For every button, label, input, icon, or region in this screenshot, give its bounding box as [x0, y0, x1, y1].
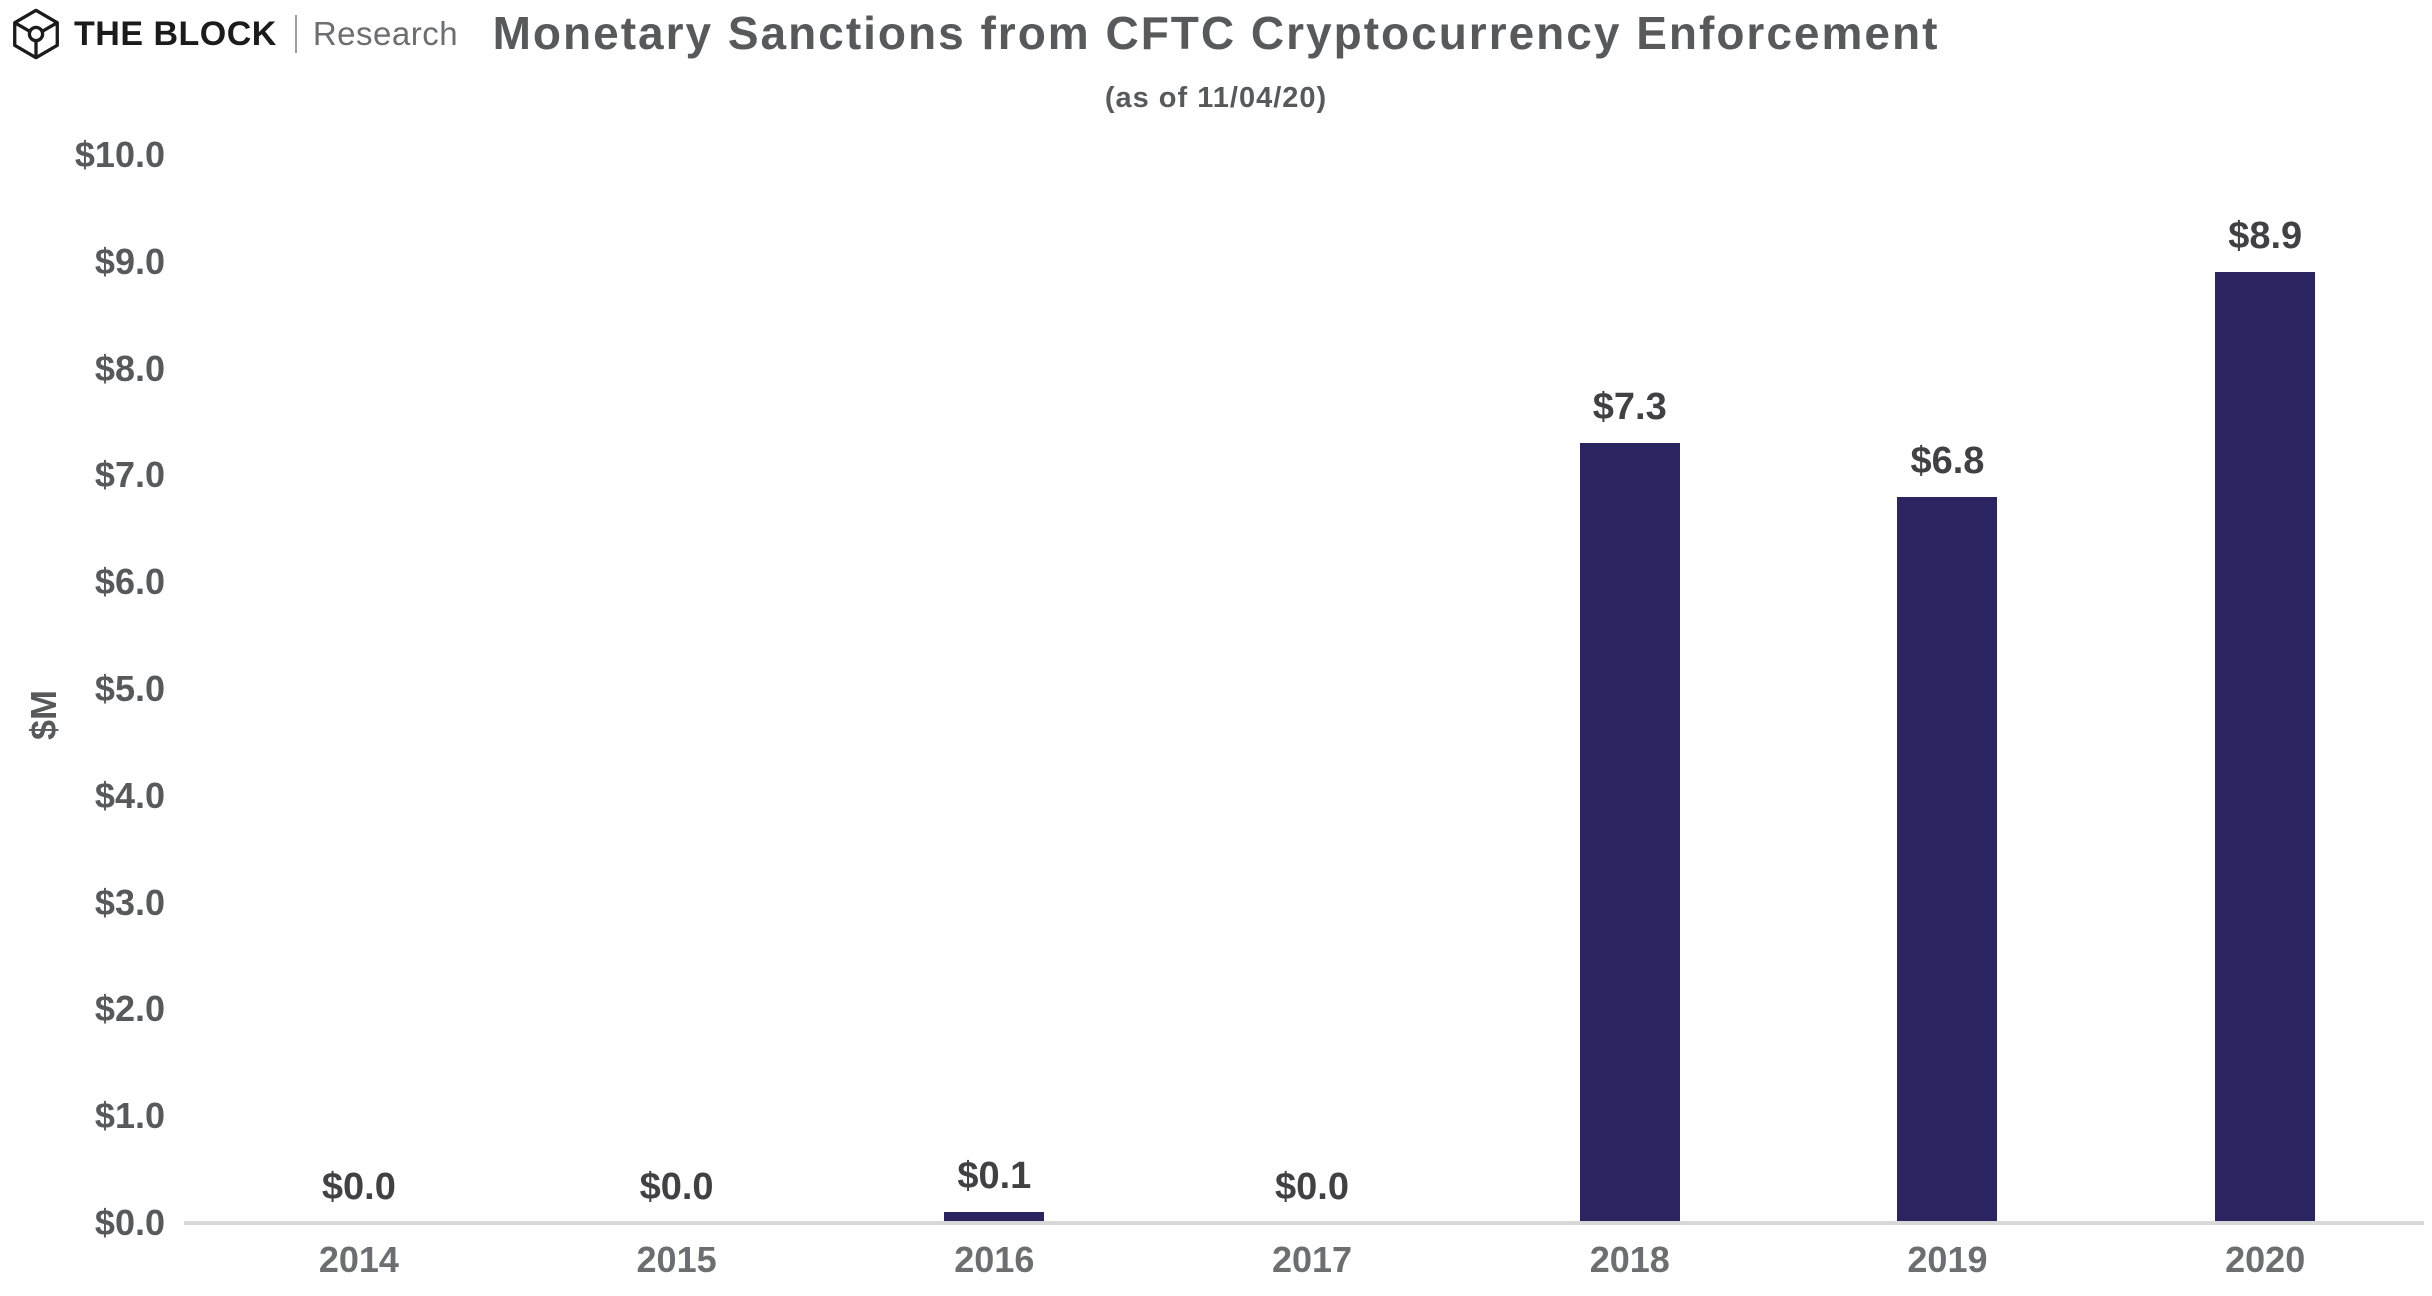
y-tick-label-10: $10.0	[74, 134, 165, 175]
y-tick-label-2: $2.0	[94, 988, 165, 1030]
chart-subtitle: (as of 11/04/20)	[1104, 82, 1328, 114]
x-tick-label-2020: 2020	[2225, 1239, 2306, 1280]
chart-title: Monetary Sanctions from CFTC Cryptocurre…	[492, 7, 1940, 59]
value-label-2016: $0.1	[957, 1155, 1032, 1197]
bar-column-2014: $0.0 2014	[200, 155, 518, 1280]
x-tick-label-2016: 2016	[954, 1239, 1035, 1280]
value-label-2019: $6.8	[1910, 440, 1985, 482]
bar-2019	[1897, 497, 1998, 1223]
value-label-2014: $0.0	[321, 1166, 396, 1208]
bar-column-2019: $6.8 2019	[1789, 155, 2107, 1280]
bar-columns: $0.0 2014 $0.0 2015 $0.1 2016 $0.0 2017 $7.3 2018…	[200, 155, 2424, 1280]
bar-column-2020: $8.9 2020	[2106, 155, 2424, 1280]
logo-brand-text: THE BLOCK	[74, 14, 277, 53]
bar-column-2017: $0.0 2017	[1153, 155, 1471, 1280]
logo-separator	[294, 15, 297, 53]
value-label-2017: $0.0	[1275, 1166, 1349, 1208]
y-tick-label-1: $1.0	[94, 1095, 165, 1137]
value-label-2015: $0.0	[639, 1166, 714, 1208]
y-tick-label-5: $5.0	[94, 668, 165, 709]
x-tick-label-2018: 2018	[1589, 1239, 1670, 1280]
logo-unit-text: Research	[312, 15, 459, 52]
bar-column-2015: $0.0 2015	[518, 155, 836, 1280]
y-tick-label-7: $7.0	[94, 454, 165, 496]
the-block-research-logo: THE BLOCK Research	[12, 6, 458, 62]
x-axis-line	[184, 1221, 2424, 1225]
plot-area: $0.0 2014 $0.0 2015 $0.1 2016 $0.0 2017 $7.3 2018…	[184, 155, 2424, 1280]
y-tick-label-4: $4.0	[94, 774, 165, 816]
bar-column-2018: $7.3 2018	[1471, 155, 1789, 1280]
block-cube-icon	[13, 8, 59, 60]
y-tick-label-9: $9.0	[94, 240, 165, 282]
bar-column-2016: $0.1 2016	[835, 155, 1153, 1280]
value-label-2020: $8.9	[2228, 215, 2303, 257]
bar-2020	[2215, 272, 2316, 1223]
y-tick-label-3: $3.0	[94, 881, 165, 923]
y-tick-label-0: $0.0	[94, 1202, 165, 1243]
x-tick-label-2017: 2017	[1271, 1239, 1353, 1280]
bar-2018	[1579, 443, 1680, 1223]
x-tick-label-2019: 2019	[1907, 1239, 1988, 1280]
y-tick-label-8: $8.0	[94, 347, 165, 389]
bar-2016	[944, 1212, 1045, 1223]
value-label-2018: $7.3	[1592, 386, 1667, 428]
y-tick-label-6: $6.0	[94, 561, 165, 603]
x-tick-label-2015: 2015	[636, 1239, 717, 1280]
y-axis-tick-labels: $0.0 $1.0 $2.0 $3.0 $4.0 $5.0 $6.0 $7.0 $8.0 $9.0…	[0, 134, 165, 1243]
x-tick-label-2014: 2014	[318, 1239, 399, 1280]
